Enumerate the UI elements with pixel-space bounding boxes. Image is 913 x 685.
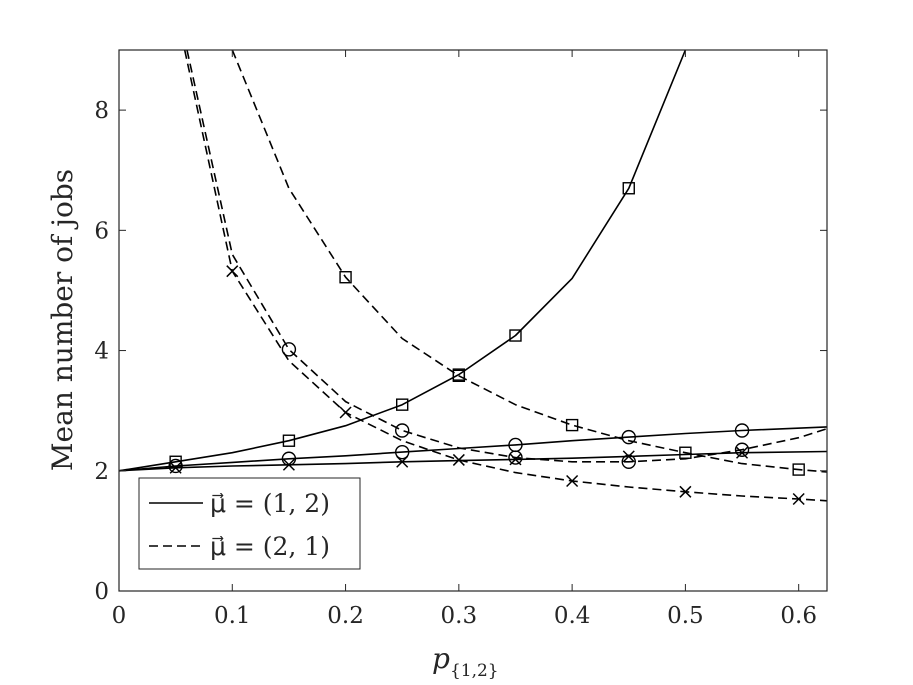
data-point-x-5-3 xyxy=(566,474,579,488)
y-axis-label: Mean number of jobs xyxy=(46,169,79,471)
data-point-x-2-0 xyxy=(169,461,182,474)
data-point-square-3-4 xyxy=(792,463,805,476)
data-point-square-3-0 xyxy=(339,271,352,284)
data-point-x-5-4 xyxy=(679,485,692,498)
data-point-x-5-1 xyxy=(339,406,352,419)
data-point-square-3-1 xyxy=(452,369,466,383)
data-point-x-2-0-stroke-b xyxy=(169,461,182,474)
data-point-x-2-1-stroke-b xyxy=(282,458,295,471)
data-point-circle-4-1 xyxy=(395,423,410,438)
data-point-circle-4-3 xyxy=(621,454,636,469)
x-axis-label-main: p xyxy=(432,642,450,675)
x-tick-label-5: 0.5 xyxy=(667,603,704,629)
data-point-x-5-0 xyxy=(226,265,239,278)
data-point-x-2-2-stroke-b xyxy=(396,455,409,468)
data-point-circle-1-2 xyxy=(395,444,410,460)
data-point-x-2-4-stroke-b xyxy=(622,450,635,463)
data-point-square-0-1 xyxy=(282,434,296,447)
legend: μ⃗ = (1, 2) μ⃗ = (2, 1) xyxy=(138,477,361,570)
data-point-x-2-4 xyxy=(622,450,635,463)
data-point-circle-1-0 xyxy=(168,458,183,474)
data-point-x-5-2-stroke-b xyxy=(452,453,465,466)
data-point-circle-4-2 xyxy=(508,450,523,465)
data-point-x-5-0-stroke-b xyxy=(226,265,239,278)
data-point-circle-1-5 xyxy=(734,423,750,438)
legend-label-solid: μ⃗ = (1, 2) xyxy=(210,489,330,518)
axes-box xyxy=(118,49,828,592)
data-point-x-5-1-stroke-b xyxy=(339,406,352,419)
tick-layer: 0 0.1 0.2 0.3 0.4 0.5 0.6 0 2 4 6 8 xyxy=(94,50,827,629)
data-point-circle-1-4 xyxy=(621,429,636,445)
data-point-x-5-2 xyxy=(452,453,465,466)
x-tick-label-0: 0 xyxy=(112,603,127,629)
series-line-solid-square-0 xyxy=(119,50,687,472)
data-point-square-0-4 xyxy=(509,329,522,342)
x-axis-label: p{1,2} xyxy=(432,642,499,681)
y-tick-label-1: 2 xyxy=(94,459,109,485)
data-point-circle-4-4 xyxy=(734,442,750,457)
x-axis-label-subscript: {1,2} xyxy=(450,661,499,681)
data-point-x-5-3-stroke-b xyxy=(566,474,579,488)
data-point-x-2-1 xyxy=(282,458,295,471)
x-tick-label-2: 0.2 xyxy=(327,603,364,629)
data-point-x-2-5 xyxy=(736,446,749,459)
data-point-x-5-4-stroke-b xyxy=(679,485,692,498)
data-point-x-2-5-stroke-b xyxy=(736,446,749,459)
series-line-dashed-circle-4 xyxy=(186,50,827,463)
x-tick-label-3: 0.3 xyxy=(441,603,478,629)
legend-box xyxy=(138,477,361,570)
data-point-circle-4-0 xyxy=(281,342,297,357)
series-line-dashed-x-5 xyxy=(183,50,827,502)
data-point-x-5-5 xyxy=(792,492,805,506)
y-tick-label-3: 6 xyxy=(94,218,109,244)
data-point-square-3-2 xyxy=(565,418,579,432)
x-tick-label-6: 0.6 xyxy=(780,603,817,629)
data-point-square-0-2 xyxy=(396,398,409,411)
x-tick-label-4: 0.4 xyxy=(554,603,591,629)
y-tick-label-4: 8 xyxy=(94,98,109,124)
data-point-square-3-3 xyxy=(679,446,692,459)
data-point-x-5-5-stroke-b xyxy=(792,492,805,506)
marker-layer xyxy=(168,182,805,506)
data-point-x-2-2 xyxy=(396,455,409,468)
x-tick-label-1: 0.1 xyxy=(214,603,251,629)
y-tick-label-2: 4 xyxy=(94,339,109,365)
legend-label-dashed: μ⃗ = (2, 1) xyxy=(210,532,330,561)
data-point-square-0-5 xyxy=(622,182,635,195)
y-tick-label-0: 0 xyxy=(94,579,109,605)
